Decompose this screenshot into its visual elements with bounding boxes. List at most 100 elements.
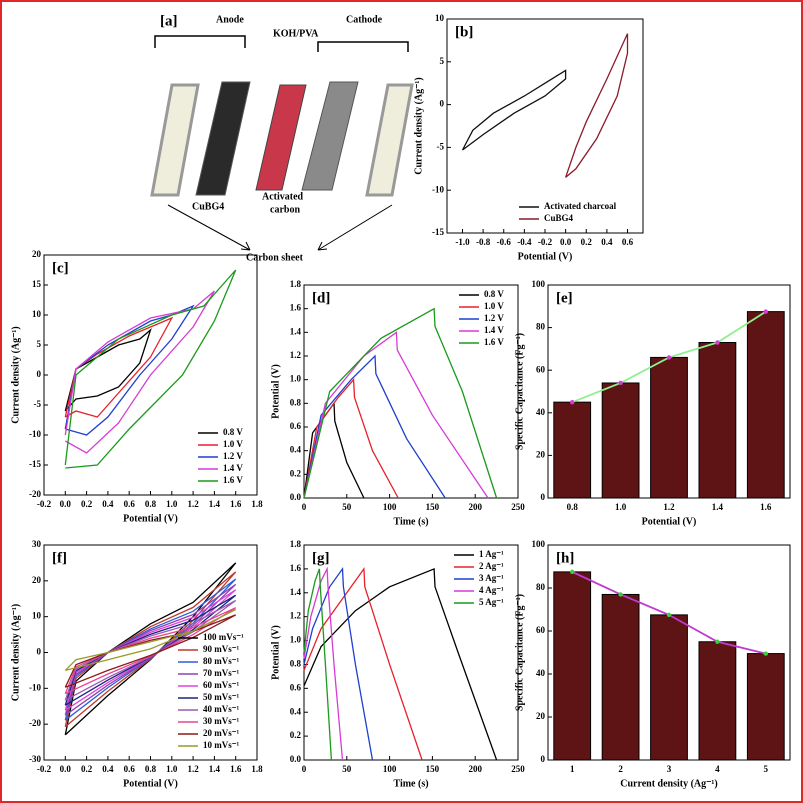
x-tick-label: 100 — [383, 502, 397, 512]
y-tick-label: -5 — [437, 141, 445, 151]
panel-label: [d] — [312, 290, 330, 306]
bar — [698, 342, 737, 499]
legend-label: CuBG4 — [544, 213, 574, 223]
y-tick-label: 0 — [37, 369, 42, 379]
series-line — [303, 567, 498, 761]
x-tick-label: 0.2 — [81, 499, 93, 509]
chart-panel: -30 -20 -10 0 10 20 30 -0.2 0.0 0.2 0.4 0.6 0.8 1.0 1.… — [10, 539, 263, 789]
legend-label: 0.8 V — [484, 289, 504, 299]
chart-panel: 0.0 0.2 0.4 0.6 0.8 1.0 1.2 1.4 1.6 1.8 0 50 100 150 2… — [270, 279, 525, 527]
y-tick-label: 60 — [536, 364, 546, 374]
y-tick-label: 1.4 — [290, 326, 302, 336]
y-tick-label: 60 — [536, 625, 546, 635]
y-tick-label: 10 — [32, 309, 42, 319]
series-line — [64, 614, 237, 688]
series-line — [64, 571, 237, 728]
y-tick-label: -20 — [29, 718, 41, 728]
series-line — [303, 354, 446, 499]
x-tick-label: 1.6 — [230, 764, 242, 774]
series-line — [303, 568, 333, 761]
y-tick-label: 0.2 — [290, 730, 302, 740]
y-tick-label: 0.6 — [290, 421, 302, 431]
x-tick-label: 5 — [764, 764, 769, 774]
y-tick-label: -10 — [29, 682, 41, 692]
x-tick-label: 0.0 — [560, 237, 572, 247]
y-tick-label: 0 — [440, 99, 445, 109]
x-tick-label: 150 — [426, 764, 440, 774]
y-axis-label: Current density (Ag⁻¹) — [10, 604, 21, 702]
y-tick-label: 1.0 — [290, 635, 302, 645]
x-tick-label: 250 — [511, 764, 525, 774]
legend-label: 5 Ag⁻¹ — [479, 597, 504, 607]
y-tick-label: 0.0 — [290, 492, 302, 502]
legend-label: 1.2 V — [484, 313, 504, 323]
legend-label: 1 Ag⁻¹ — [479, 549, 504, 559]
x-tick-label: 0.6 — [622, 237, 634, 247]
anode-bracket — [154, 35, 246, 48]
cathode-material-label: carbon — [270, 204, 300, 215]
x-tick-label: 0.6 — [124, 764, 136, 774]
marker — [715, 340, 720, 345]
series-line — [64, 328, 152, 412]
series-line — [564, 33, 629, 178]
series-line — [303, 567, 374, 761]
y-tick-label: 0 — [541, 754, 546, 764]
chart-panel: 0 20 40 60 80 100 Potential (V) Specific Capaci… — [514, 279, 791, 527]
y-tick-label: -20 — [29, 489, 41, 499]
y-tick-label: 20 — [536, 711, 546, 721]
x-tick-label: 1.2 — [187, 499, 199, 509]
y-tick-label: 0 — [37, 647, 42, 657]
x-tick-label: -0.4 — [517, 237, 532, 247]
x-tick-label: 1.0 — [166, 764, 178, 774]
chart-panel: -20 -15 -10 -5 0 5 10 15 20 -0.2 0.0 0.2 0.4 0.6 0.8 1.… — [10, 249, 263, 524]
x-tick-label: 0 — [302, 502, 307, 512]
legend-label: 30 mVs⁻¹ — [203, 716, 239, 726]
x-tick-label: 1.6 — [760, 502, 772, 512]
x-axis-label: Potential (V) — [518, 251, 573, 262]
series-line — [303, 566, 344, 761]
legend-label: 40 mVs⁻¹ — [203, 704, 239, 714]
anode-material-label: CuBG4 — [192, 201, 224, 212]
series-line — [461, 69, 567, 151]
x-tick-label: 1.4 — [209, 499, 221, 509]
marker — [618, 380, 623, 386]
y-tick-label: -10 — [432, 184, 444, 194]
y-tick-label: 20 — [536, 449, 546, 459]
x-tick-label: 1.6 — [230, 499, 242, 509]
carbon-sheet — [365, 83, 414, 197]
legend-label: 90 mVs⁻¹ — [203, 644, 239, 654]
x-tick-label: 0.0 — [60, 499, 72, 509]
y-tick-label: -30 — [29, 754, 41, 764]
x-tick-label: 1 — [570, 764, 575, 774]
cathode-label: Cathode — [346, 14, 383, 25]
marker — [570, 399, 575, 405]
x-tick-label: -0.2 — [37, 499, 52, 509]
y-tick-label: -10 — [29, 429, 41, 439]
y-tick-label: 1.8 — [290, 279, 302, 289]
series-line — [64, 607, 237, 695]
y-tick-label: 20 — [32, 249, 42, 259]
x-tick-label: 1.0 — [615, 502, 627, 512]
x-tick-label: 0 — [302, 764, 307, 774]
chart-panel: 0 20 40 60 80 100 Current density (Ag⁻¹) Specif… — [514, 539, 791, 789]
y-axis-label: Potential (V) — [270, 364, 281, 419]
x-tick-label: 4 — [715, 764, 720, 774]
bar — [650, 614, 688, 761]
y-tick-label: 0.8 — [290, 659, 302, 669]
legend-label: 1.4 V — [484, 325, 504, 335]
panel-label: [h] — [556, 550, 574, 566]
marker — [570, 569, 575, 575]
x-tick-label: 0.4 — [102, 764, 114, 774]
y-tick-label: 0.0 — [290, 754, 302, 764]
y-tick-label: 1.0 — [290, 374, 302, 384]
cathode-bracket — [317, 41, 409, 52]
bar — [746, 653, 785, 761]
legend-label: 1.0 V — [223, 439, 243, 449]
legend-label: 60 mVs⁻¹ — [203, 680, 239, 690]
x-tick-label: 2 — [618, 764, 623, 774]
legend-label: 10 mVs⁻¹ — [203, 740, 239, 750]
y-tick-label: -15 — [29, 459, 41, 469]
x-axis-label: Time (s) — [393, 778, 428, 789]
